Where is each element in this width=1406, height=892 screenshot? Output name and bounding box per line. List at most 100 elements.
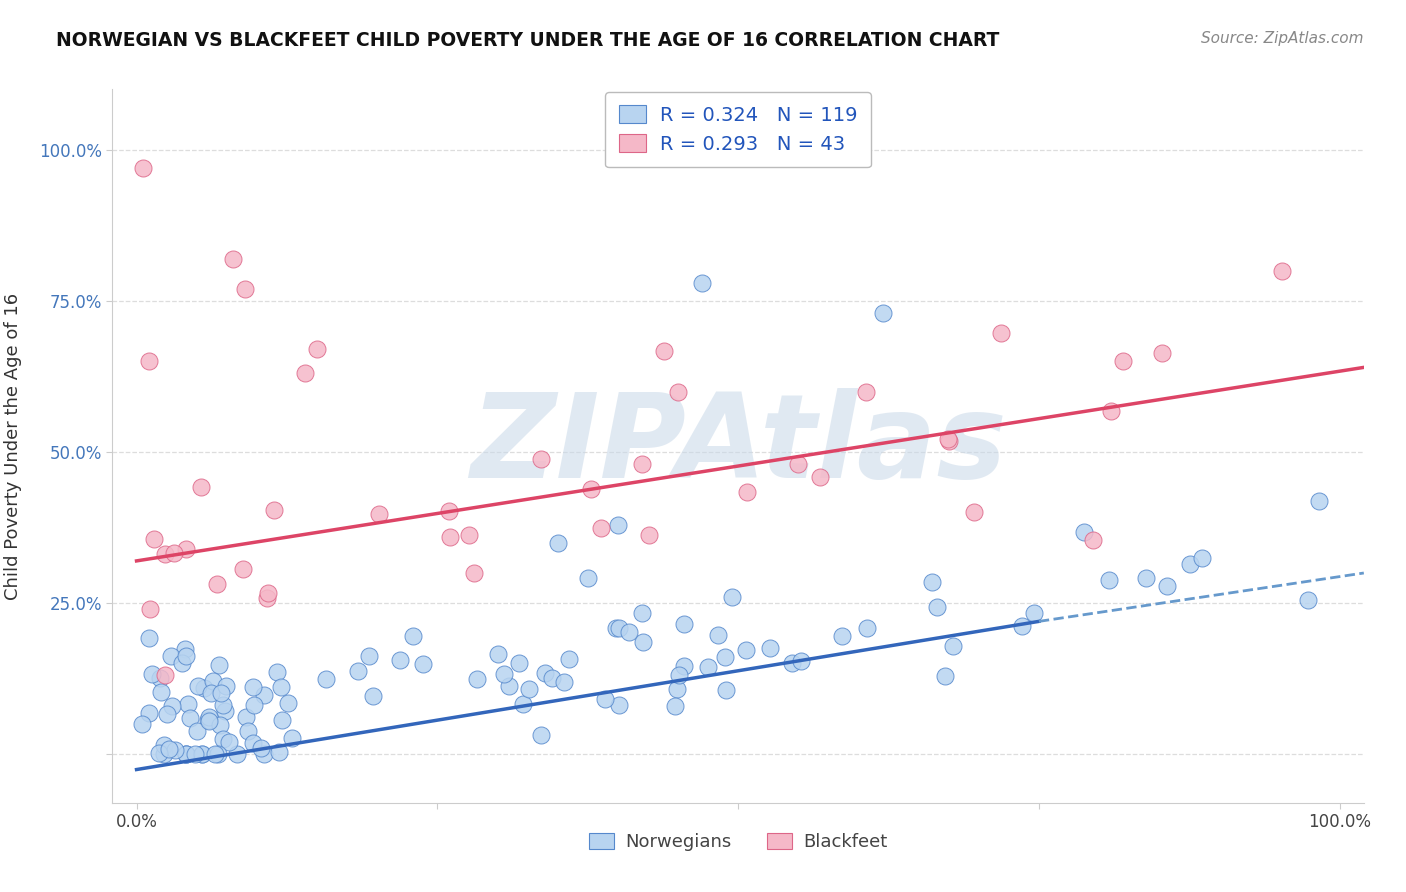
Point bbox=[735, 484, 758, 499]
Point bbox=[494, 667, 516, 681]
Point bbox=[1112, 354, 1135, 368]
Point bbox=[190, 480, 212, 494]
Point bbox=[131, 161, 153, 175]
Point bbox=[256, 586, 278, 600]
Point bbox=[177, 697, 200, 711]
Point bbox=[359, 649, 381, 664]
Point bbox=[713, 649, 735, 664]
Point bbox=[631, 457, 654, 471]
Point bbox=[1099, 404, 1122, 418]
Point bbox=[204, 747, 226, 761]
Point bbox=[193, 681, 215, 695]
Point bbox=[607, 698, 630, 712]
Point bbox=[1011, 618, 1033, 632]
Point bbox=[200, 686, 222, 700]
Point bbox=[208, 657, 231, 672]
Point bbox=[673, 659, 696, 673]
Point bbox=[619, 624, 641, 639]
Point bbox=[402, 629, 425, 643]
Point bbox=[149, 671, 172, 685]
Point bbox=[138, 632, 160, 646]
Point bbox=[280, 731, 302, 746]
Point bbox=[184, 747, 207, 762]
Point bbox=[294, 367, 316, 381]
Point bbox=[872, 306, 894, 320]
Point bbox=[664, 698, 686, 713]
Point bbox=[633, 635, 655, 649]
Point bbox=[197, 713, 219, 727]
Point bbox=[174, 747, 197, 762]
Point bbox=[529, 452, 551, 467]
Point bbox=[508, 656, 530, 670]
Point bbox=[253, 747, 276, 762]
Point bbox=[1308, 494, 1330, 508]
Point bbox=[179, 711, 201, 725]
Point bbox=[142, 532, 165, 546]
Point bbox=[131, 717, 153, 731]
Point bbox=[668, 668, 690, 682]
Point bbox=[201, 674, 224, 689]
Point bbox=[160, 649, 183, 664]
Point bbox=[530, 728, 553, 742]
Point bbox=[170, 656, 193, 670]
Point bbox=[553, 675, 575, 690]
Point bbox=[831, 629, 853, 643]
Point bbox=[808, 470, 831, 484]
Point bbox=[697, 659, 720, 673]
Point bbox=[155, 707, 177, 722]
Point bbox=[533, 666, 555, 681]
Point bbox=[938, 434, 960, 448]
Point bbox=[457, 528, 479, 542]
Point bbox=[758, 640, 780, 655]
Point bbox=[439, 504, 461, 518]
Point bbox=[207, 747, 229, 762]
Point bbox=[252, 688, 274, 702]
Point bbox=[990, 326, 1012, 340]
Point bbox=[439, 530, 461, 544]
Point bbox=[148, 747, 170, 761]
Point bbox=[1271, 264, 1294, 278]
Point bbox=[209, 685, 232, 699]
Point bbox=[787, 457, 810, 471]
Point bbox=[1081, 533, 1104, 548]
Point bbox=[315, 672, 337, 686]
Point bbox=[346, 664, 368, 678]
Point bbox=[368, 507, 391, 521]
Point bbox=[942, 639, 965, 653]
Point bbox=[186, 723, 208, 738]
Point bbox=[606, 517, 628, 532]
Text: Source: ZipAtlas.com: Source: ZipAtlas.com bbox=[1201, 31, 1364, 46]
Point bbox=[714, 682, 737, 697]
Point bbox=[412, 657, 434, 671]
Point bbox=[205, 577, 228, 591]
Point bbox=[163, 743, 186, 757]
Point bbox=[242, 680, 264, 694]
Point bbox=[243, 698, 266, 713]
Point bbox=[1098, 573, 1121, 587]
Point bbox=[735, 643, 758, 657]
Point bbox=[174, 541, 197, 556]
Point bbox=[232, 562, 254, 576]
Point bbox=[174, 747, 197, 762]
Point bbox=[174, 641, 197, 656]
Point bbox=[463, 566, 485, 580]
Point bbox=[512, 698, 534, 712]
Point bbox=[855, 384, 877, 399]
Point bbox=[242, 736, 264, 750]
Point bbox=[153, 738, 176, 752]
Point bbox=[1298, 593, 1320, 607]
Point bbox=[233, 282, 256, 296]
Point bbox=[363, 689, 385, 703]
Point bbox=[197, 710, 219, 724]
Point bbox=[934, 669, 956, 683]
Point bbox=[211, 698, 233, 712]
Point bbox=[1024, 606, 1046, 620]
Y-axis label: Child Poverty Under the Age of 16: Child Poverty Under the Age of 16 bbox=[4, 293, 22, 599]
Point bbox=[631, 606, 654, 620]
Point bbox=[215, 679, 238, 693]
Point bbox=[1156, 579, 1178, 593]
Point bbox=[652, 344, 675, 359]
Point bbox=[226, 747, 249, 762]
Point bbox=[214, 704, 236, 718]
Point bbox=[856, 621, 879, 635]
